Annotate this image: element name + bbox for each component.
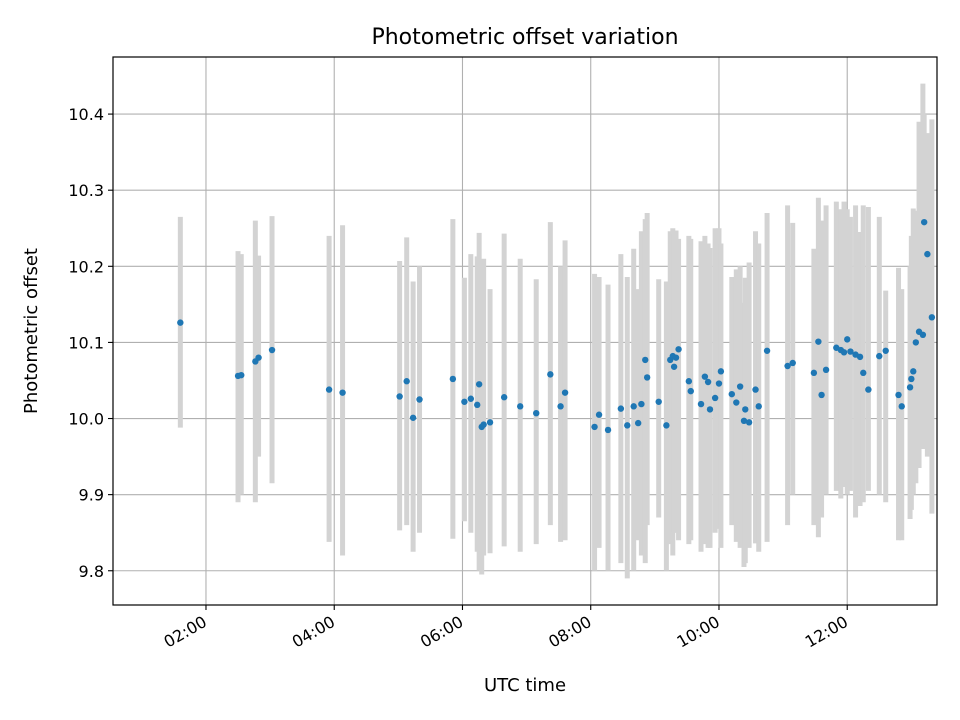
data-point [675,346,682,353]
data-point [815,338,822,345]
data-point [701,373,709,380]
y-tick-label: 10.3 [68,181,104,200]
data-point [919,331,927,339]
data-point [860,369,867,377]
data-point [268,346,276,354]
data-point [728,390,736,398]
data-point [865,386,872,393]
data-point [928,314,936,321]
data-point [736,383,744,390]
data-point [687,387,694,395]
data-point [461,398,468,405]
data-point [697,400,705,408]
data-point [912,339,920,346]
data-point [403,378,410,385]
data-point [480,421,487,428]
data-point [706,406,714,413]
data-point [634,419,642,427]
data-point [325,386,333,393]
data-point [516,403,524,410]
data-point [177,319,184,326]
data-point [844,336,851,343]
data-point [733,399,740,406]
y-tick-label: 10.2 [68,257,104,276]
data-point [740,417,748,425]
y-tick-label: 9.9 [79,486,104,505]
data-point [547,371,554,378]
x-axis-label: UTC time [484,675,566,696]
y-tick-label: 10.1 [68,333,104,352]
data-point [895,391,902,399]
data-point [898,403,905,410]
data-point [557,403,564,410]
data-point [840,349,848,356]
data-point [475,381,483,388]
data-point [910,368,917,375]
data-point [474,401,481,409]
y-tick-label: 9.8 [79,562,104,581]
data-point [339,389,346,396]
chart-title: Photometric offset variation [371,25,678,50]
data-point [533,410,540,417]
data-point [643,374,651,381]
data-points [177,218,936,434]
y-tick-label: 10.4 [68,105,104,124]
data-point [856,353,864,361]
data-point [876,352,883,360]
data-point [255,354,262,361]
data-point [500,394,508,401]
y-axis: 9.8 9.9 10.0 10.1 10.2 10.3 10.4 [68,105,113,581]
data-point [920,218,928,226]
data-point [906,384,914,391]
data-point [672,354,680,361]
data-point [742,406,749,413]
data-point [784,362,791,370]
data-point [396,393,403,400]
data-point [591,423,598,431]
data-point [711,394,719,402]
data-point [449,375,457,383]
data-point [715,380,723,387]
data-point [810,369,818,377]
data-point [630,403,637,410]
data-point [467,395,475,402]
data-point [822,366,830,374]
y-axis-label: Photometric offset [21,248,42,414]
plot-frame [112,56,938,606]
data-point [752,386,759,393]
data-point [416,396,423,403]
data-point [924,250,931,258]
data-point [670,363,678,370]
data-point [624,422,631,429]
data-point [755,403,762,410]
data-point [818,391,825,399]
data-point [638,400,645,408]
data-point [655,398,662,405]
data-point [717,368,725,375]
data-point [663,422,670,429]
data-point [763,347,771,354]
data-point [604,426,612,434]
data-point [685,378,693,385]
data-point [642,356,649,364]
y-tick-label: 10.0 [68,410,104,429]
data-point [409,414,417,421]
data-point [882,347,889,354]
data-point [486,419,494,426]
data-point [745,419,753,426]
data-point [789,359,796,367]
data-point [908,375,915,383]
data-point [847,348,854,355]
data-point [595,411,603,418]
data-point [617,405,625,412]
data-point [238,371,245,379]
data-point [704,378,712,386]
data-point [561,389,569,396]
